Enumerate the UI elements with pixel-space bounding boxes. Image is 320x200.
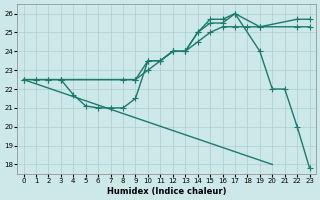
X-axis label: Humidex (Indice chaleur): Humidex (Indice chaleur) bbox=[107, 187, 226, 196]
